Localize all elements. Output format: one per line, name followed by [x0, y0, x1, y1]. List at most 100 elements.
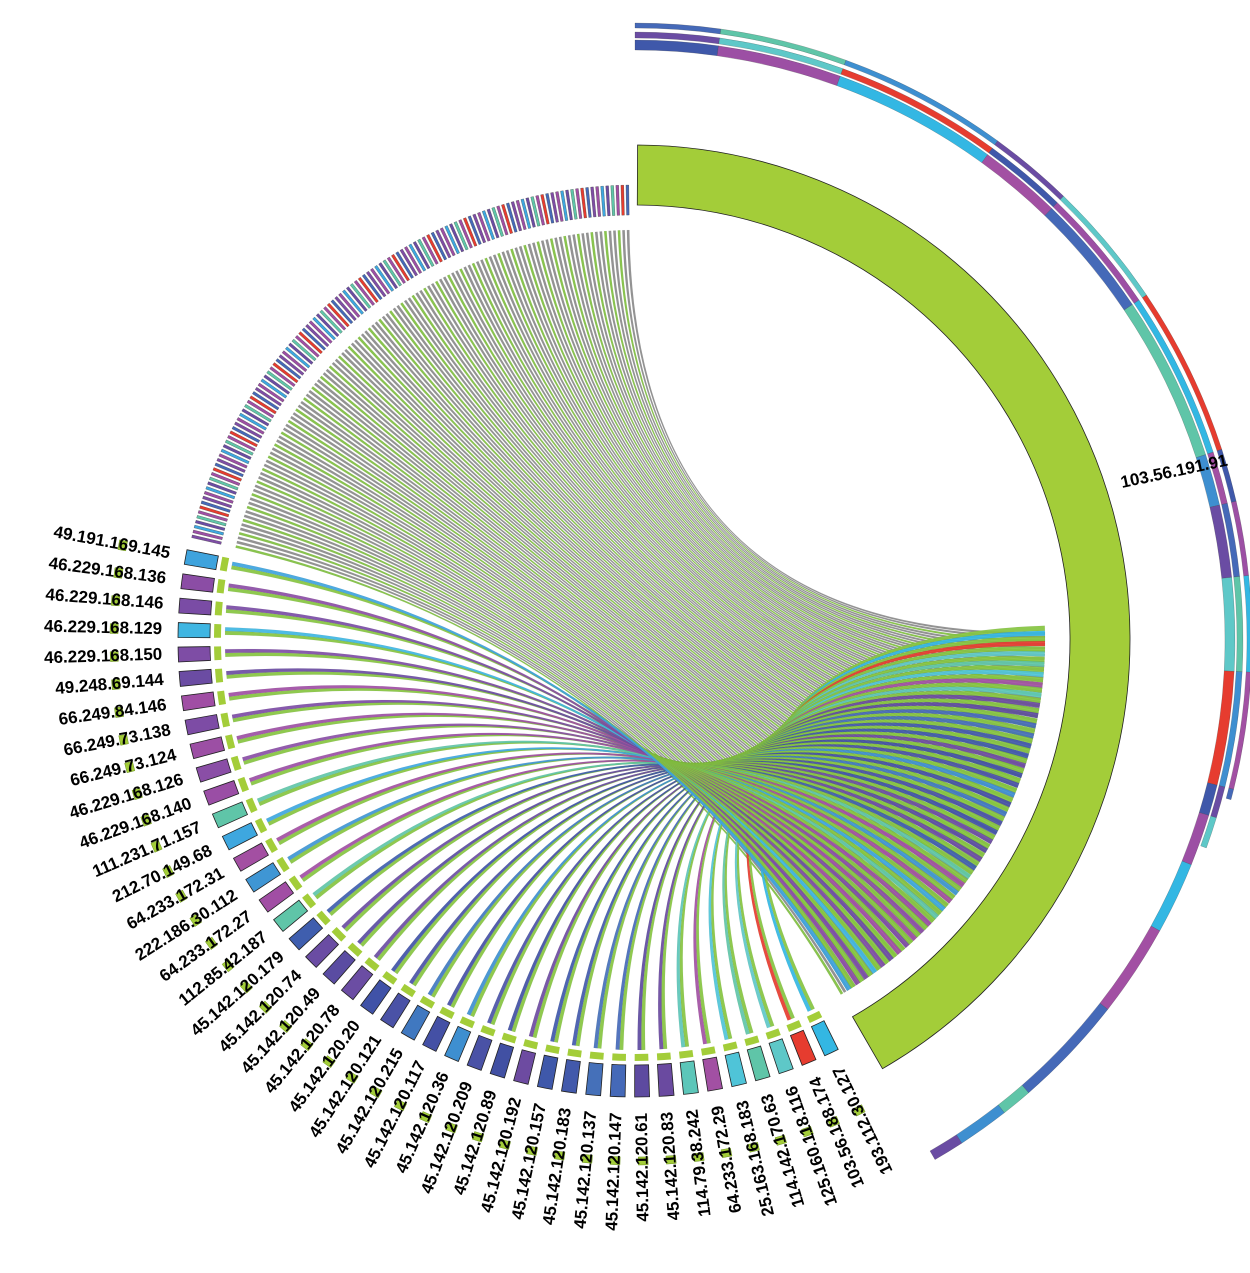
segment-inner-band: [245, 797, 258, 813]
segment-small-node: [308, 320, 333, 344]
segment-small-node: [545, 193, 555, 224]
segment-inner-band: [382, 971, 398, 985]
segment-small-node: [366, 270, 387, 298]
segment-node: [340, 965, 374, 1001]
segment-inner-band: [722, 1041, 738, 1052]
segment-small-node: [212, 467, 242, 482]
outer-marker: [162, 865, 175, 879]
node-label: 45.142.120.61: [632, 1113, 653, 1222]
outer-track-segment: [1150, 860, 1192, 932]
outer-marker: [131, 787, 143, 801]
segment-node: [444, 1025, 472, 1062]
segment-inner-band: [419, 995, 436, 1009]
segment-inner-band: [400, 983, 416, 998]
segment-inner-band: [678, 1049, 694, 1059]
segment-small-node: [555, 191, 564, 222]
segment-small-node: [330, 299, 354, 325]
segment-node: [203, 780, 240, 806]
segment-node: [258, 881, 295, 913]
segment-small-node: [239, 412, 267, 431]
segment-node: [177, 622, 211, 639]
segment-small-node: [207, 481, 237, 495]
outer-track-segment: [844, 60, 998, 146]
segment-small-node: [249, 395, 277, 415]
outer-track-segment: [1233, 576, 1244, 672]
segment-small-node: [254, 387, 282, 407]
outer-marker: [221, 958, 235, 973]
outer-tracks: [109, 22, 1250, 1166]
segment-small-node: [281, 350, 308, 372]
chord-colored: [708, 669, 1044, 1041]
segment-node: [657, 1063, 675, 1097]
chord-colored: [528, 734, 1027, 1038]
segment-small-node: [231, 426, 260, 443]
segment-inner-band: [364, 957, 380, 972]
outer-track-segment: [1021, 1003, 1108, 1093]
outer-marker: [109, 651, 119, 662]
segment-small-node: [595, 186, 601, 217]
segment-small-node: [191, 534, 222, 545]
segment-node: [211, 801, 249, 829]
segment-node: [180, 573, 215, 593]
outer-marker: [300, 1038, 314, 1052]
segment-small-node: [496, 205, 509, 236]
outer-track-segment: [981, 154, 1052, 216]
segment-main-node: [636, 144, 1131, 1070]
outer-marker: [189, 913, 203, 927]
outer-marker: [111, 679, 121, 690]
outer-track-segment: [634, 39, 719, 56]
outer-marker: [801, 1125, 814, 1138]
segment-small-node: [202, 495, 233, 509]
segment-small-node: [275, 358, 302, 380]
segment-small-node: [210, 472, 241, 486]
segment-small-node: [269, 366, 296, 387]
segment-small-node: [220, 448, 250, 465]
segment-node: [466, 1034, 493, 1071]
segment-small-node: [312, 316, 336, 341]
segment-node: [183, 549, 219, 571]
segment-inner-band: [744, 1035, 760, 1047]
outer-marker: [114, 706, 124, 718]
segment-inner-band: [217, 690, 226, 706]
node-segments: [177, 144, 1131, 1098]
segment-small-node: [439, 227, 456, 257]
chord-small: [590, 231, 1045, 665]
segment-small-node: [449, 223, 465, 253]
segment-small-node: [342, 289, 364, 315]
outer-marker: [204, 936, 218, 950]
segment-inner-band: [230, 755, 242, 771]
segment-node: [322, 950, 356, 985]
chord-colored: [722, 660, 1045, 1035]
chord-colored: [676, 686, 1042, 1048]
segment-small-node: [272, 362, 299, 384]
node-label: 45.142.120.147: [602, 1112, 625, 1231]
segment-small-node: [540, 194, 550, 225]
segment-small-node: [236, 417, 265, 435]
segment-small-node: [600, 185, 606, 217]
segment-small-node: [585, 187, 592, 218]
outer-marker: [553, 1150, 566, 1161]
outer-marker: [124, 761, 136, 774]
segment-small-node: [625, 184, 630, 216]
segment-small-node: [295, 335, 320, 358]
segment-small-node: [234, 421, 263, 439]
chord-colored: [446, 752, 1012, 1007]
segment-node: [245, 862, 282, 893]
segment-small-node: [227, 435, 256, 452]
segment-small-node: [580, 187, 587, 219]
segment-small-node: [214, 462, 244, 478]
chord-colored: [408, 758, 1003, 985]
outer-marker: [118, 733, 129, 746]
chord-colored: [427, 755, 1008, 996]
outer-marker: [109, 623, 119, 634]
segment-inner-band: [347, 942, 363, 957]
segment-small-node: [298, 331, 323, 355]
segment-inner-band: [216, 579, 226, 594]
segment-small-node: [216, 458, 246, 473]
segment-node: [184, 714, 220, 736]
node-label: 46.229.168.146: [45, 585, 164, 613]
chord-small: [603, 230, 1046, 654]
outer-marker: [747, 1141, 760, 1153]
segment-inner-band: [214, 623, 222, 638]
segment-small-node: [408, 243, 427, 272]
